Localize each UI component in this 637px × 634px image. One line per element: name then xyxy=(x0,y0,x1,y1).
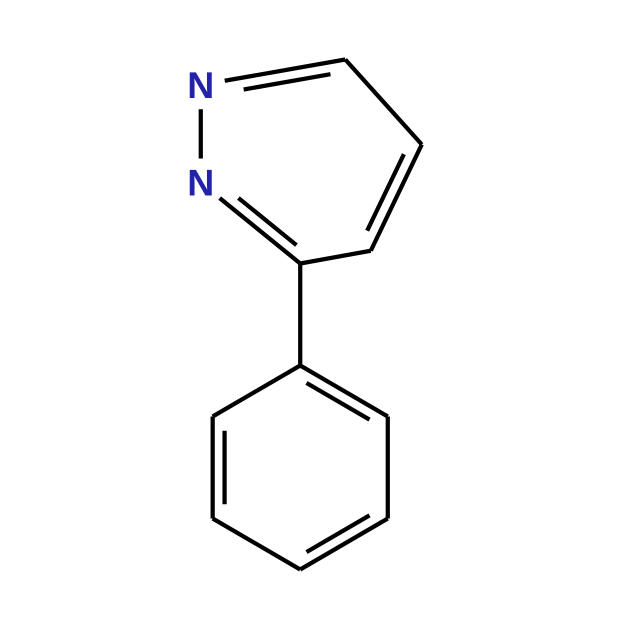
bond-line xyxy=(225,60,346,81)
bond-line xyxy=(345,60,422,145)
bond-line xyxy=(300,519,388,570)
bond-line xyxy=(300,251,371,264)
molecule-canvas: NN xyxy=(0,0,637,629)
bond-line xyxy=(220,198,301,263)
atom-label-n: N xyxy=(187,162,214,204)
bond-line xyxy=(371,145,422,251)
bond-line xyxy=(213,366,301,417)
bonds-layer xyxy=(201,60,422,570)
atom-label-n: N xyxy=(187,64,214,106)
bond-line xyxy=(300,366,388,417)
bond-line xyxy=(213,519,301,570)
